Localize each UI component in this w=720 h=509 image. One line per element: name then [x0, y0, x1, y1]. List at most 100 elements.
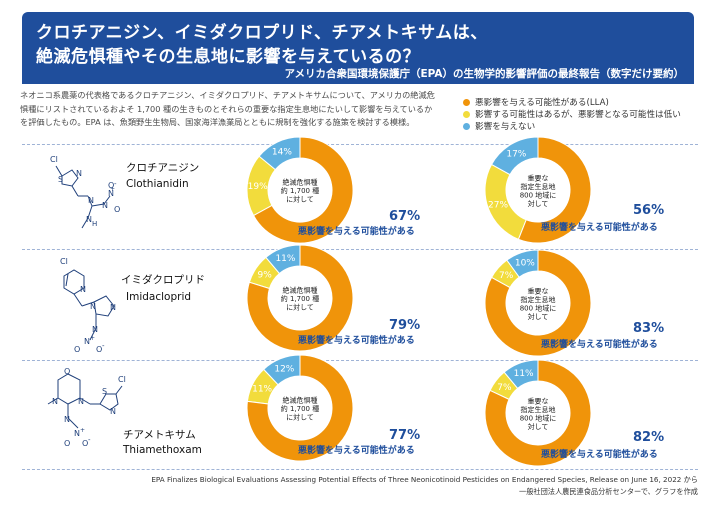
donut-center-text: 対して: [528, 312, 549, 321]
donut-center-text: 重要な: [528, 174, 549, 182]
donut-hole: [268, 376, 332, 440]
atom-label: N: [88, 196, 94, 205]
chart-legend: 悪影響を与える可能性がある(LLA) 影響する可能性はあるが、悪影響となる可能性…: [463, 97, 681, 133]
donut-center-text: 800 地域に: [520, 303, 557, 312]
legend-item-nlaa: 影響する可能性はあるが、悪影響となる可能性は低い: [463, 109, 681, 121]
atom-label: N: [86, 215, 92, 224]
atom-label: O: [74, 345, 80, 354]
donut-hole: [506, 158, 570, 222]
donut-center-text: に対して: [286, 303, 314, 312]
atom-label: Cl: [118, 375, 126, 384]
headline-caption: 悪影響を与える可能性がある: [298, 336, 415, 346]
page-title-line2: 絶滅危惧種やその生息地に影響を与えているの？: [36, 47, 421, 67]
atom-label: N: [78, 397, 84, 406]
headline-percent: 56%: [633, 203, 665, 218]
atom-label: +: [110, 186, 115, 193]
section-divider: [22, 144, 698, 145]
legend-item-laa: 悪影響を与える可能性がある(LLA): [463, 97, 681, 109]
compound-name-jp: チアメトキサム: [123, 429, 196, 441]
donut-center-text: 指定生息地: [521, 405, 556, 414]
atom-label: N: [102, 201, 108, 210]
section-divider: [22, 360, 698, 361]
atom-label: +: [90, 335, 95, 342]
atom-label: N: [80, 285, 86, 294]
atom-label: N: [64, 415, 70, 424]
headline-caption: 悪影響を与える可能性がある: [298, 446, 415, 456]
atom-label: H: [92, 220, 97, 228]
slice-label: 10%: [515, 259, 535, 269]
slice-label: 9%: [257, 270, 272, 280]
atom-label: -: [114, 180, 117, 188]
donut-center-text: に対して: [286, 413, 314, 422]
slice-label: 14%: [272, 148, 292, 158]
atom-label: Cl: [60, 257, 68, 266]
atom-label: Cl: [50, 155, 58, 164]
atom-label: -: [102, 342, 105, 350]
atom-label: O: [82, 439, 88, 448]
section-divider: [22, 249, 698, 250]
legend-label: 影響を与えない: [475, 122, 536, 132]
donut-center-text: 約 1,700 種: [281, 294, 320, 303]
atom-label: O: [108, 181, 114, 190]
legend-item-ne: 影響を与えない: [463, 121, 681, 133]
compound-name-en: Imidacloprid: [126, 291, 192, 303]
donut-center-text: 対して: [528, 422, 549, 431]
atom-label: N: [84, 337, 90, 346]
atom-label: N: [52, 397, 58, 406]
donut-hole: [268, 158, 332, 222]
slice-label: 11%: [514, 369, 534, 379]
atom-label: O: [96, 345, 102, 354]
headline-percent: 67%: [389, 209, 421, 224]
header-banner: クロチアニジン、イミダクロプリド、チアメトキサムは、 絶滅危惧種やその生息地に影…: [22, 12, 694, 84]
donut-center-text: 絶滅危惧種: [283, 286, 318, 295]
atom-label: O: [64, 367, 70, 376]
donut-center-text: 800 地域に: [520, 413, 557, 422]
intro-line: ネオニコ系農薬の代表格であるクロチアニジン、イミダクロプリド、チアメトキサムにつ…: [20, 90, 435, 100]
page-title-line1: クロチアニジン、イミダクロプリド、チアメトキサムは、: [36, 23, 488, 43]
intro-line: 惧種にリストされているおよそ 1,700 種の生きものとそれらの重要な指定生息地…: [20, 103, 433, 114]
compound-name-jp: イミダクロプリド: [121, 274, 205, 286]
donut-center-text: 約 1,700 種: [281, 186, 320, 195]
credit-note: 一般社団法人農民連食品分析センターで、グラフを作成: [519, 487, 698, 496]
headline-percent: 77%: [389, 428, 421, 443]
atom-label: N: [76, 169, 82, 178]
donut-center-text: 800 地域に: [520, 190, 557, 199]
compound-name-en: Thiamethoxam: [123, 444, 202, 456]
atom-label: -: [88, 436, 91, 444]
slice-label: 7%: [499, 271, 514, 281]
atom-label: N: [110, 407, 116, 416]
donut-center-text: 約 1,700 種: [281, 404, 320, 413]
compound-name-en: Clothianidin: [126, 178, 189, 190]
legend-label: 影響する可能性はあるが、悪影響となる可能性は低い: [475, 110, 681, 120]
thiamethoxam-structure: O N N N N S Cl N + O - O: [47, 367, 126, 448]
headline-caption: 悪影響を与える可能性がある: [298, 227, 415, 237]
donut-center-text: 絶滅危惧種: [283, 178, 318, 187]
headline-percent: 82%: [633, 430, 665, 445]
donut-center-text: 指定生息地: [521, 182, 556, 191]
atom-label: O: [64, 439, 70, 448]
donut-hole: [506, 381, 570, 445]
page-subtitle: アメリカ合衆国環境保護庁（EPA）の生物学的影響評価の最終報告（数字だけ要約）: [284, 68, 684, 80]
donut-center-text: 絶滅危惧種: [283, 396, 318, 405]
clothianidin-structure: Cl S N N N N + O - O N H N: [50, 155, 120, 229]
donut-center-text: 重要な: [528, 287, 549, 295]
donut-center-text: 重要な: [528, 397, 549, 405]
atom-label: +: [80, 427, 85, 434]
atom-label: S: [102, 387, 107, 396]
headline-caption: 悪影響を与える可能性がある: [541, 340, 658, 350]
donut-center-text: に対して: [286, 195, 314, 204]
atom-label: O: [114, 205, 120, 214]
source-note: EPA Finalizes Biological Evaluations Ass…: [151, 475, 698, 484]
section-divider: [22, 469, 698, 470]
slice-label: 27%: [488, 200, 508, 210]
headline-percent: 83%: [633, 321, 665, 336]
atom-label: N: [90, 302, 96, 311]
donut-center-text: 指定生息地: [521, 295, 556, 304]
legend-swatch: [463, 98, 470, 106]
atom-label: N: [108, 189, 114, 198]
donut-hole: [506, 271, 570, 335]
imidacloprid-structure: Cl N N N N N + O - O: [60, 257, 116, 354]
slice-label: 12%: [274, 364, 294, 374]
slice-label: 7%: [497, 383, 512, 393]
